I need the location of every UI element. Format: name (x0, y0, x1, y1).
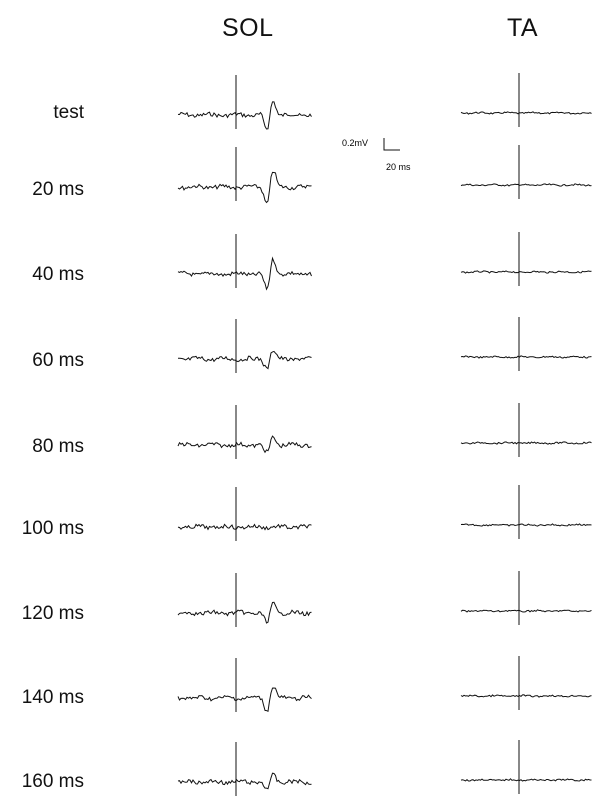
scale-bar-amplitude-label: 0.2mV (342, 138, 368, 148)
sol-trace-row-6 (177, 601, 312, 624)
scale-bar: 0.2mV 20 ms (342, 138, 411, 172)
row-label-80ms: 80 ms (32, 436, 84, 457)
sol-trace-row-5 (177, 523, 312, 531)
ta-trace-row-6 (460, 609, 592, 613)
sol-trace-row-3 (178, 350, 312, 370)
row-label-100ms: 100 ms (21, 518, 84, 539)
column-title-sol: SOL (222, 14, 274, 42)
sol-trace-row-0 (177, 101, 312, 130)
sol-trace-row-8 (177, 772, 312, 790)
row-label-120ms: 120 ms (21, 603, 84, 624)
row-label-140ms: 140 ms (21, 687, 84, 708)
scale-bar-time-label: 20 ms (386, 162, 411, 172)
ta-trace-row-1 (460, 183, 592, 187)
row-label-test: test (53, 102, 84, 123)
scale-bar-lines (383, 138, 400, 151)
sol-trace-row-4 (177, 435, 312, 454)
sol-trace-row-7 (177, 687, 312, 713)
column-title-ta: TA (507, 14, 539, 42)
sol-trace-row-1 (177, 171, 312, 204)
ta-trace-row-4 (460, 441, 592, 445)
row-label-40ms: 40 ms (32, 264, 84, 285)
ta-trace-row-2 (460, 270, 592, 274)
row-label-160ms: 160 ms (21, 771, 84, 792)
ta-trace-row-0 (460, 111, 592, 115)
row-label-60ms: 60 ms (32, 350, 84, 371)
row-label-20ms: 20 ms (32, 179, 84, 200)
ta-trace-row-7 (460, 694, 592, 698)
sol-trace-row-2 (177, 256, 312, 291)
ta-trace-row-8 (460, 778, 592, 782)
trace-layer (177, 73, 592, 796)
ta-trace-row-5 (460, 523, 592, 527)
ta-trace-row-3 (460, 355, 592, 359)
